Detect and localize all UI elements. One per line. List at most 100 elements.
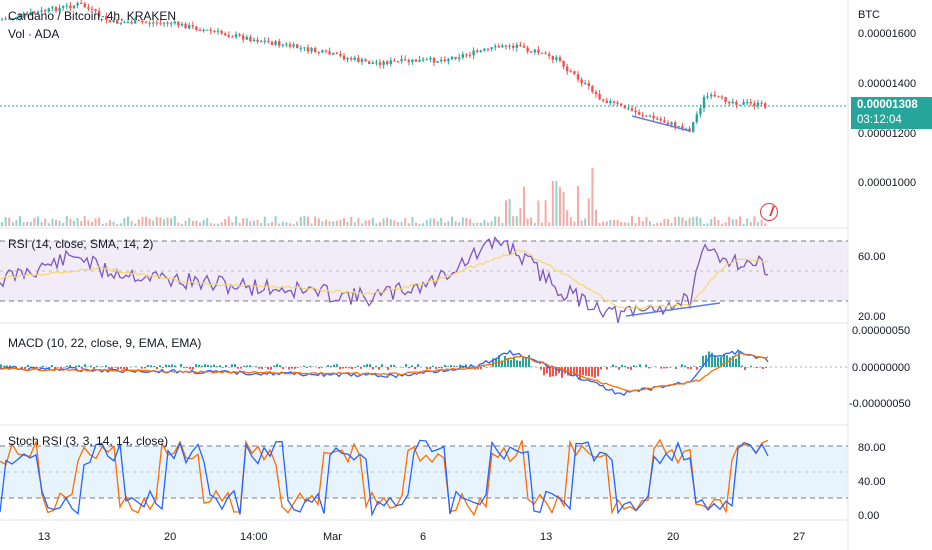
candle-body [8, 18, 11, 20]
candle-body [666, 122, 670, 125]
volume-bar [87, 220, 90, 226]
candle-body [645, 115, 648, 117]
candle-body [512, 45, 515, 48]
volume-bar [4, 216, 7, 226]
macd-histogram-bar [69, 365, 71, 367]
volume-bar [674, 216, 677, 226]
volume-bar [44, 218, 47, 226]
rsi-label[interactable]: RSI (14, close, SMA, 14, 2) [8, 237, 154, 251]
macd-histogram-bar [630, 367, 632, 370]
volume-bar [541, 222, 543, 226]
volume-bar [145, 216, 147, 226]
volume-bar [454, 221, 457, 226]
macd-histogram-bar [378, 367, 380, 370]
candle-body [544, 53, 547, 55]
macd-histogram-bar [483, 366, 485, 367]
volume-bar [389, 219, 392, 226]
volume-bar [274, 216, 277, 226]
macd-histogram-bar [180, 364, 182, 367]
candle-body [231, 36, 234, 38]
price-divergence-line[interactable] [631, 115, 691, 132]
volume-bar [609, 220, 612, 226]
volume-bar [346, 221, 349, 226]
candle-body [188, 25, 191, 29]
macd-histogram-bar [279, 365, 281, 367]
macd-histogram-bar [513, 356, 515, 367]
symbol-title[interactable]: Cardano / Bitcoin, 4h, KRAKEN [8, 9, 177, 23]
price-axis-currency: BTC [858, 9, 880, 21]
candle-body [537, 49, 540, 53]
stoch-tick: 0.00 [858, 510, 879, 522]
macd-histogram-bar [735, 358, 737, 367]
macd-histogram-bar [528, 355, 530, 367]
macd-histogram-bar [579, 367, 581, 379]
macd-tick: -0.00000050 [849, 398, 911, 410]
volume-bar [764, 223, 767, 226]
macd-histogram-bar [78, 365, 80, 367]
macd-histogram-bar [282, 367, 284, 370]
macd-histogram-bar [171, 364, 173, 367]
candle-body [504, 45, 508, 47]
volume-bar [289, 223, 291, 226]
volume-bar [271, 222, 273, 226]
volume-bar [505, 200, 507, 226]
candle-body [332, 53, 335, 55]
candle-body [112, 19, 115, 22]
volume-bar [667, 219, 669, 226]
volume-bar [235, 216, 237, 226]
candle-body [479, 50, 482, 52]
volume-bar [512, 216, 515, 226]
candle-body [378, 62, 382, 65]
volume-bar [458, 222, 461, 226]
indicators-group [0, 236, 770, 518]
macd-histogram-bar [435, 367, 437, 369]
candle-body [173, 21, 176, 24]
candle-body [288, 44, 292, 47]
macd-histogram-bar [333, 364, 335, 367]
lightning-icon[interactable] [760, 203, 778, 221]
volume-bar [335, 220, 338, 226]
macd-histogram-bar [591, 367, 593, 377]
candle-body [263, 40, 266, 42]
volume-label[interactable]: Vol · ADA [8, 27, 60, 41]
candle-body [746, 102, 749, 104]
stoch-label[interactable]: Stoch RSI (3, 3, 14, 14, close) [8, 434, 169, 448]
volume-bar [33, 217, 36, 226]
volume-bar [170, 218, 173, 226]
candle-body [166, 22, 169, 24]
macd-histogram-bar [573, 367, 575, 375]
volume-bar [523, 186, 525, 226]
candle-body [317, 51, 320, 53]
candle-body [98, 10, 101, 17]
volume-bar [317, 218, 320, 226]
macd-histogram-bar [555, 367, 557, 376]
macd-histogram-bar [42, 365, 44, 367]
macd-histogram-bar [387, 367, 389, 370]
volume-bar [62, 222, 65, 226]
time-tick: 13 [38, 531, 50, 543]
volume-bar [469, 219, 471, 226]
volume-bar [443, 222, 446, 226]
macd-histogram-bar [342, 367, 344, 369]
volume-bar [83, 216, 86, 226]
volume-bar [717, 219, 720, 226]
candle-body [292, 44, 295, 47]
rsi-divergence-line[interactable] [625, 302, 721, 317]
volume-bar [307, 216, 309, 226]
rsi-line [0, 236, 769, 324]
volume-bar [544, 200, 547, 226]
candle-body [389, 60, 392, 65]
volume-bar [292, 223, 295, 226]
macd-histogram-bar [588, 367, 590, 377]
macd-histogram-bar [75, 365, 77, 367]
macd-histogram-bar [429, 367, 431, 370]
macd-histogram-bar [414, 367, 416, 370]
candle-body [702, 96, 706, 109]
candle-body [234, 34, 238, 37]
candle-body [569, 71, 572, 73]
macd-histogram-bar [222, 367, 224, 368]
macd-label[interactable]: MACD (10, 22, close, 9, EMA, EMA) [8, 336, 202, 350]
volume-bar [476, 222, 479, 226]
volume-bar [296, 221, 299, 226]
